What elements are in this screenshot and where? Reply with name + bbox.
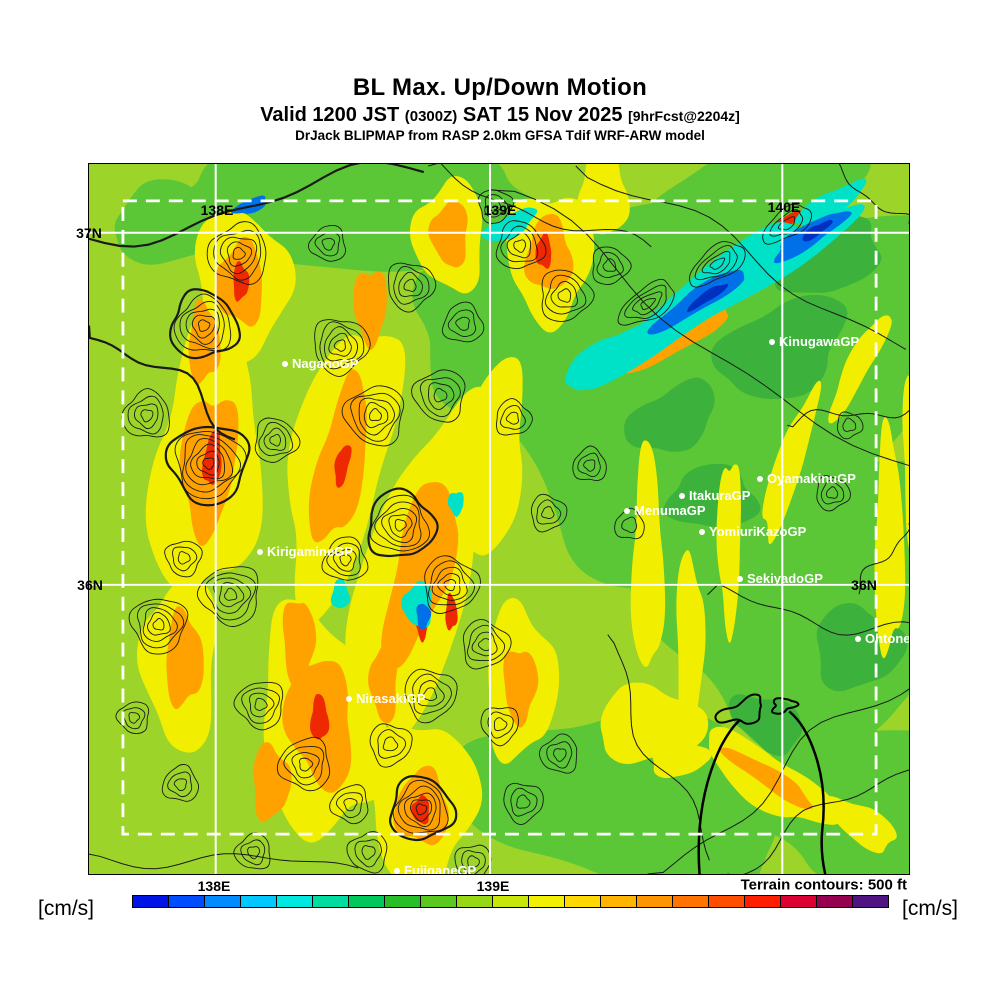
terrain-contours-note: Terrain contours: 500 ft [740, 876, 907, 894]
station-label: YomiuriKazoGP [699, 525, 806, 539]
station-marker-dot [282, 361, 288, 367]
colorbar-units-right: [cm/s] [902, 897, 958, 920]
station-label: FujiganeGP [394, 863, 477, 875]
colorbar-segment [852, 895, 889, 908]
station-marker-dot [737, 576, 743, 582]
station-labels-layer: NaganoGP KinugawaGP OyamakinuGP ItakuraG… [89, 164, 909, 874]
station-marker-dot [699, 529, 705, 535]
colorbar-units-left: [cm/s] [38, 897, 94, 920]
terrain-map-art [89, 164, 909, 874]
station-name: MenumaGP [634, 503, 706, 518]
station-label: ItakuraGP [679, 489, 750, 503]
station-label: OhtoneGP [855, 631, 910, 646]
page-title: BL Max. Up/Down Motion [352, 74, 648, 101]
station-name: OyamakinuGP [767, 471, 856, 486]
station-marker-dot [624, 508, 630, 514]
station-name: FujiganeGP [404, 863, 477, 875]
model-description-line: DrJack BLIPMAP from RASP 2.0km GFSA Tdif… [295, 128, 705, 143]
station-name: OhtoneGP [865, 631, 910, 646]
station-marker-dot [257, 549, 263, 555]
station-label: KinugawaGP [769, 335, 859, 349]
station-name: NirasakiGP [356, 691, 426, 706]
station-name: KinugawaGP [779, 334, 860, 349]
station-label: NirasakiGP [346, 692, 425, 706]
station-name: SekiyadoGP [747, 571, 823, 586]
station-label: KirigamineGP [257, 545, 353, 559]
header: BL Max. Up/Down Motion Valid 1200 JST (0… [0, 74, 1000, 143]
colorbar-ticks [133, 907, 869, 933]
valid-time-line: Valid 1200 JST (0300Z) SAT 15 Nov 2025 [… [0, 104, 1000, 127]
forecast-run-tag: [9hrFcst@2204z] [628, 108, 740, 124]
station-label: OyamakinuGP [757, 472, 856, 486]
forecast-map: NaganoGP KinugawaGP OyamakinuGP ItakuraG… [88, 163, 910, 875]
valid-date: SAT 15 Nov 2025 [462, 104, 623, 126]
station-name: NaganoGP [292, 356, 359, 371]
station-label: MenumaGP [624, 504, 706, 518]
grid-label-text: 139E [476, 878, 510, 894]
grid-label: 138E [198, 878, 231, 894]
station-name: ItakuraGP [689, 488, 751, 503]
station-label: SekiyadoGP [737, 572, 823, 586]
valid-prefix: Valid 1200 JST [260, 104, 400, 126]
colorbar [132, 895, 889, 908]
station-marker-dot [769, 339, 775, 345]
station-marker-dot [757, 476, 763, 482]
station-marker-dot [679, 493, 685, 499]
station-label: NaganoGP [282, 357, 358, 371]
station-name: KirigamineGP [267, 544, 353, 559]
grid-label: 139E [477, 878, 510, 894]
station-marker-dot [855, 636, 861, 642]
grid-label-text: 138E [197, 878, 231, 894]
station-name: YomiuriKazoGP [709, 524, 807, 539]
valid-zulu-time: (0300Z) [404, 108, 458, 125]
station-marker-dot [394, 868, 400, 874]
station-marker-dot [346, 696, 352, 702]
